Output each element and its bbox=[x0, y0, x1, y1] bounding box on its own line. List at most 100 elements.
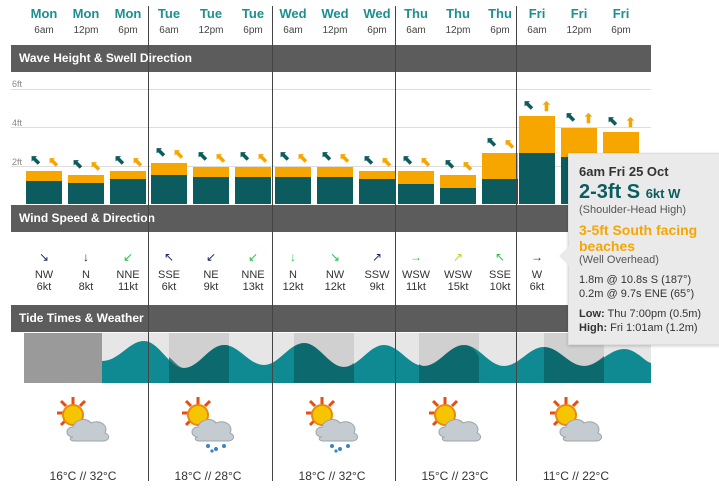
wind-arrow-icon: ↗ bbox=[452, 250, 464, 264]
day-label: Fri bbox=[570, 6, 588, 21]
swell-arrow-icon: ⬉ bbox=[173, 146, 184, 162]
wind-arrow-icon: ↘ bbox=[329, 250, 341, 264]
swell-arrow-icon: ⬉ bbox=[486, 134, 497, 150]
wave-bar[interactable] bbox=[193, 166, 229, 204]
wind-direction: W bbox=[531, 269, 543, 281]
wind-cell: ↗ SSW 9kt bbox=[357, 249, 397, 293]
wind-speed: 12kt bbox=[324, 281, 346, 293]
day-label: Mon bbox=[114, 6, 142, 21]
day-label: Wed bbox=[363, 6, 391, 21]
wave-bar-primary bbox=[193, 176, 229, 204]
time-label: 12pm bbox=[445, 25, 471, 36]
wind-cell: ↘ NW 12kt bbox=[315, 249, 355, 293]
popup-swell-2: 0.2m @ 9.7s ENE (65°) bbox=[579, 288, 695, 300]
column-header: Wed 6pm bbox=[357, 6, 397, 36]
wave-bar-primary bbox=[235, 176, 271, 204]
wind-speed: 9kt bbox=[369, 281, 385, 293]
wave-bar-primary bbox=[317, 176, 353, 204]
sun-cloud-icon bbox=[429, 397, 482, 442]
wave-bar[interactable] bbox=[398, 170, 434, 204]
column-header: Fri 6am bbox=[517, 6, 557, 36]
time-label: 12pm bbox=[322, 25, 348, 36]
wave-bar[interactable] bbox=[440, 174, 476, 204]
swell-arrow-icon: ⬆ bbox=[625, 114, 636, 130]
wind-cell: ↘ NW 6kt bbox=[24, 249, 64, 293]
swell-arrow-icon: ⬉ bbox=[565, 108, 576, 124]
weather-cell: 11°C // 22°C bbox=[516, 393, 636, 483]
time-label: 12pm bbox=[566, 25, 592, 36]
time-label: 6pm bbox=[243, 25, 263, 36]
weather-temps: 18°C // 28°C bbox=[174, 469, 242, 483]
wind-cell: ↙ NE 9kt bbox=[191, 249, 231, 293]
wave-bar[interactable] bbox=[359, 170, 395, 204]
popup-wave-desc: (Shoulder-Head High) bbox=[579, 204, 686, 216]
wind-speed: 8kt bbox=[78, 281, 94, 293]
swell-arrow-icon: ⬉ bbox=[504, 136, 515, 152]
wave-bar-primary bbox=[68, 182, 104, 204]
swell-arrow-icon: ⬉ bbox=[279, 147, 290, 163]
swell-arrow-icon: ⬆ bbox=[583, 110, 594, 126]
day-label: Thu bbox=[404, 6, 428, 21]
weather-temps: 11°C // 22°C bbox=[542, 469, 610, 483]
forecast-popup: 6am Fri 25 Oct 2-3ft S 6kt W (Shoulder-H… bbox=[559, 153, 719, 345]
wave-bar[interactable] bbox=[68, 174, 104, 204]
weather-cell: 18°C // 32°C bbox=[272, 393, 392, 483]
y-label-4ft: 4ft bbox=[12, 118, 23, 128]
column-header: Thu 6am bbox=[396, 6, 436, 36]
swell-arrow-icon: ⬉ bbox=[197, 147, 208, 163]
wave-bar-primary bbox=[275, 176, 311, 204]
wave-section-header: Wave Height & Swell Direction bbox=[11, 45, 651, 72]
wind-cell: ↙ NNE 11kt bbox=[108, 249, 148, 293]
weather-temps: 16°C // 32°C bbox=[49, 469, 117, 483]
wave-bar-primary bbox=[519, 153, 555, 204]
wave-bar-primary bbox=[398, 184, 434, 204]
column-header: Fri 6pm bbox=[601, 6, 641, 36]
sun-cloud-icon bbox=[550, 397, 603, 442]
wind-direction: SSE bbox=[488, 269, 511, 281]
column-header: Tue 6am bbox=[149, 6, 189, 36]
column-header: Thu 12pm bbox=[438, 6, 478, 36]
weather-cell: 15°C // 23°C bbox=[395, 393, 515, 483]
tide-chart bbox=[24, 333, 651, 383]
wind-direction: SSW bbox=[364, 269, 390, 281]
swell-arrow-icon: ⬉ bbox=[523, 97, 534, 113]
swell-arrow-icon: ⬉ bbox=[48, 153, 59, 169]
wind-speed: 15kt bbox=[447, 281, 469, 293]
column-header: Thu 6pm bbox=[480, 6, 520, 36]
wave-bar-primary bbox=[151, 174, 187, 204]
swell-arrow-icon: ⬉ bbox=[363, 151, 374, 167]
time-label: 12pm bbox=[73, 25, 99, 36]
time-label: 6am bbox=[406, 25, 426, 36]
column-header: Mon 6am bbox=[24, 6, 64, 36]
day-label: Mon bbox=[72, 6, 100, 21]
swell-arrow-icon: ⬉ bbox=[402, 151, 413, 167]
column-header: Fri 12pm bbox=[559, 6, 599, 36]
time-label: 6am bbox=[34, 25, 54, 36]
wind-speed: 13kt bbox=[242, 281, 264, 293]
wave-bar[interactable] bbox=[519, 116, 555, 204]
wind-cell: → WSW 11kt bbox=[396, 249, 436, 293]
wave-bar[interactable] bbox=[26, 170, 62, 204]
wind-direction: NNE bbox=[241, 269, 265, 281]
wave-bar[interactable] bbox=[482, 153, 518, 204]
wave-bar[interactable] bbox=[317, 166, 353, 204]
wind-direction: WSW bbox=[443, 269, 473, 281]
column-header: Mon 12pm bbox=[66, 6, 106, 36]
wave-bar[interactable] bbox=[275, 166, 311, 204]
day-label: Thu bbox=[488, 6, 512, 21]
weather-cell: 18°C // 28°C bbox=[148, 393, 268, 483]
wind-arrow-icon: ↓ bbox=[290, 250, 296, 264]
wave-bar-primary bbox=[26, 180, 62, 204]
time-label: 6am bbox=[283, 25, 303, 36]
time-label: 12pm bbox=[198, 25, 224, 36]
wind-speed: 10kt bbox=[489, 281, 511, 293]
wave-bar[interactable] bbox=[151, 163, 187, 204]
wind-arrow-icon: ↘ bbox=[38, 250, 50, 264]
popup-wave-height: 2-3ft S 6kt W bbox=[579, 181, 681, 203]
wind-speed: 6kt bbox=[161, 281, 177, 293]
wave-bar[interactable] bbox=[110, 170, 146, 204]
day-label: Wed bbox=[321, 6, 349, 21]
time-label: 6pm bbox=[490, 25, 510, 36]
wave-bar[interactable] bbox=[235, 166, 271, 204]
swell-arrow-icon: ⬉ bbox=[257, 149, 268, 165]
